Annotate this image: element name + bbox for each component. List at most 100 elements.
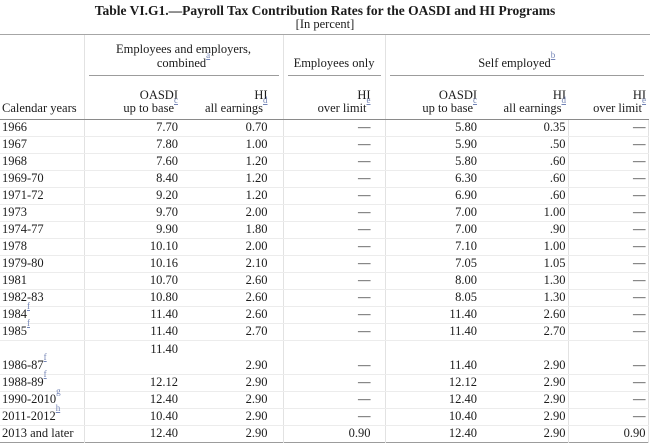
footnote-link[interactable]: h [55,402,61,413]
footnote-link-e[interactable]: e [642,95,647,106]
rate-cell: — [568,272,649,290]
year-label: 1968 [2,153,27,168]
rate-cell: 7.60 [84,153,190,171]
rate-cell: 9.90 [84,221,190,239]
col-header-hi-self: HI all earningsd [482,76,569,120]
rate-cell: 11.40 [84,306,190,324]
rate-cell: 9.20 [84,187,190,205]
table-row: 1979-80 10.16 2.10 — 7.05 1.05 — [0,255,649,273]
footnote-link-a[interactable]: a [206,50,211,61]
rate-cell: — [568,306,649,324]
calendar-year-cell: 1988-89f [0,369,85,392]
calendar-year-cell: 1986-87f [0,340,85,375]
footnote-link[interactable]: f [43,351,47,362]
year-label: 1985 [2,323,27,338]
rate-cell: 12.40 [448,425,478,440]
rate-cell: 11.40 [385,323,483,341]
rate-cell: — [568,391,649,409]
rate-cell: 2.90 [190,425,284,442]
rate-cell: 11.40 [385,306,483,324]
rate-cell: — [283,289,386,307]
table-row: 2013 and later 12.40 2.90 0.90 12.40 2.9… [0,425,649,442]
rate-cell: 0.70 [190,119,284,137]
calendar-year-cell: 1984f [0,301,85,324]
rate-cell: 2.70 [482,323,569,341]
calendar-year-cell: 1978 [0,238,85,256]
rate-cell: 2.90 [190,340,284,375]
group-self-employed-label: Self employedb [478,50,556,70]
group-header-self-employed: Self employedb [385,35,648,76]
rate-cell: 2.70 [190,323,284,341]
year-label: 1978 [2,238,27,253]
rate-cell: 7.00 [385,204,483,222]
rate-cell: 2.90 [190,374,284,392]
table-row: 1986-87f 11.40 2.90 — 11.40 2.90 — [0,340,649,375]
year-label: 1971-72 [2,187,44,202]
rate-cell: 2.00 [190,204,284,222]
table-subtitle: [In percent] [295,17,355,31]
rate-cell: — [568,187,649,205]
calendar-year-cell: 1985f [0,318,85,341]
year-label: 1982-83 [2,289,44,304]
calendar-year-cell: 1979-80 [0,255,85,273]
rate-cell: 12.40 [149,425,178,440]
rate-cell: — [283,272,386,290]
footnote-link[interactable]: f [27,317,30,328]
col-header-oasdi-combined: OASDI up to basec [84,76,190,120]
rate-cell: 11.40 [84,323,190,341]
footnote-link-c[interactable]: c [473,95,478,106]
footnote-link[interactable]: f [43,368,47,379]
col-header-oasdi-self: OASDI up to basec [385,76,483,120]
rate-cell: 5.80 [385,119,483,137]
rate-cell: — [283,374,386,392]
year-label: 2013 and later [2,425,74,440]
footnote-link-d[interactable]: d [263,95,268,106]
rate-cell: 2.90 [482,408,569,426]
group-header-combined: Employees and employers, combineda [84,35,284,76]
rate-cell: — [283,255,386,273]
calendar-year-cell: 1973 [0,204,85,222]
corner-empty-cell [0,35,85,76]
rate-cell: — [283,408,386,426]
rate-cell: — [283,153,386,171]
table-row: 1990-2010g 12.40 2.90 — 12.40 2.90 — [0,386,649,409]
rate-cell: 12.12 [385,374,483,392]
group-header-employees-only: Employees only [283,35,386,76]
rate-cell: — [283,323,386,341]
rate-cell: 2.60 [190,272,284,290]
table-title: Table VI.G1.—Payroll Tax Contribution Ra… [94,3,556,18]
footnote-link[interactable]: f [27,300,30,311]
year-label: 1974-77 [2,221,44,236]
rate-cell: 1.80 [190,221,284,239]
footnote-link-b[interactable]: b [550,50,556,61]
rate-cell: 5.80 [385,153,483,171]
year-label: 1981 [2,272,27,287]
group-combined-line1: Employees and employers, [115,42,252,56]
footnote-link-c[interactable]: c [174,95,178,106]
footnote-link[interactable]: g [56,385,61,396]
group-employees-only-label: Employees only [293,56,375,70]
rate-cell: 10.10 [84,238,190,256]
rate-cell: — [283,119,386,137]
table-row: 1981 10.70 2.60 — 8.00 1.30 — [0,272,649,290]
table-row: 1967 7.80 1.00 — 5.90 .50 — [0,136,649,154]
table-row: 1984f 11.40 2.60 — 11.40 2.60 — [0,301,649,324]
rate-cell: — [283,136,386,154]
footnote-link-d[interactable]: d [561,95,567,106]
rate-cell: 6.30 [385,170,483,188]
rate-cell: 7.80 [84,136,190,154]
rate-cell: 10.40 [84,408,190,426]
rate-cell: 1.00 [482,204,569,222]
rate-cell: 1.20 [190,170,284,188]
rate-cell: 0.90 [568,425,649,442]
table-row: 1971-72 9.20 1.20 — 6.90 .60 — [0,187,649,205]
year-label: 1984 [2,306,27,321]
top-rule [0,34,650,35]
table-row: 1966 7.70 0.70 — 5.80 0.35 — [0,119,649,137]
year-label: 1986-87 [2,357,44,372]
rate-cell: 11.40 [84,340,190,375]
footnote-link-e[interactable]: e [366,95,371,106]
calendar-year-cell: 2013 and later [0,425,85,442]
rate-cell: — [283,221,386,239]
rate-cell: 1.00 [482,238,569,256]
